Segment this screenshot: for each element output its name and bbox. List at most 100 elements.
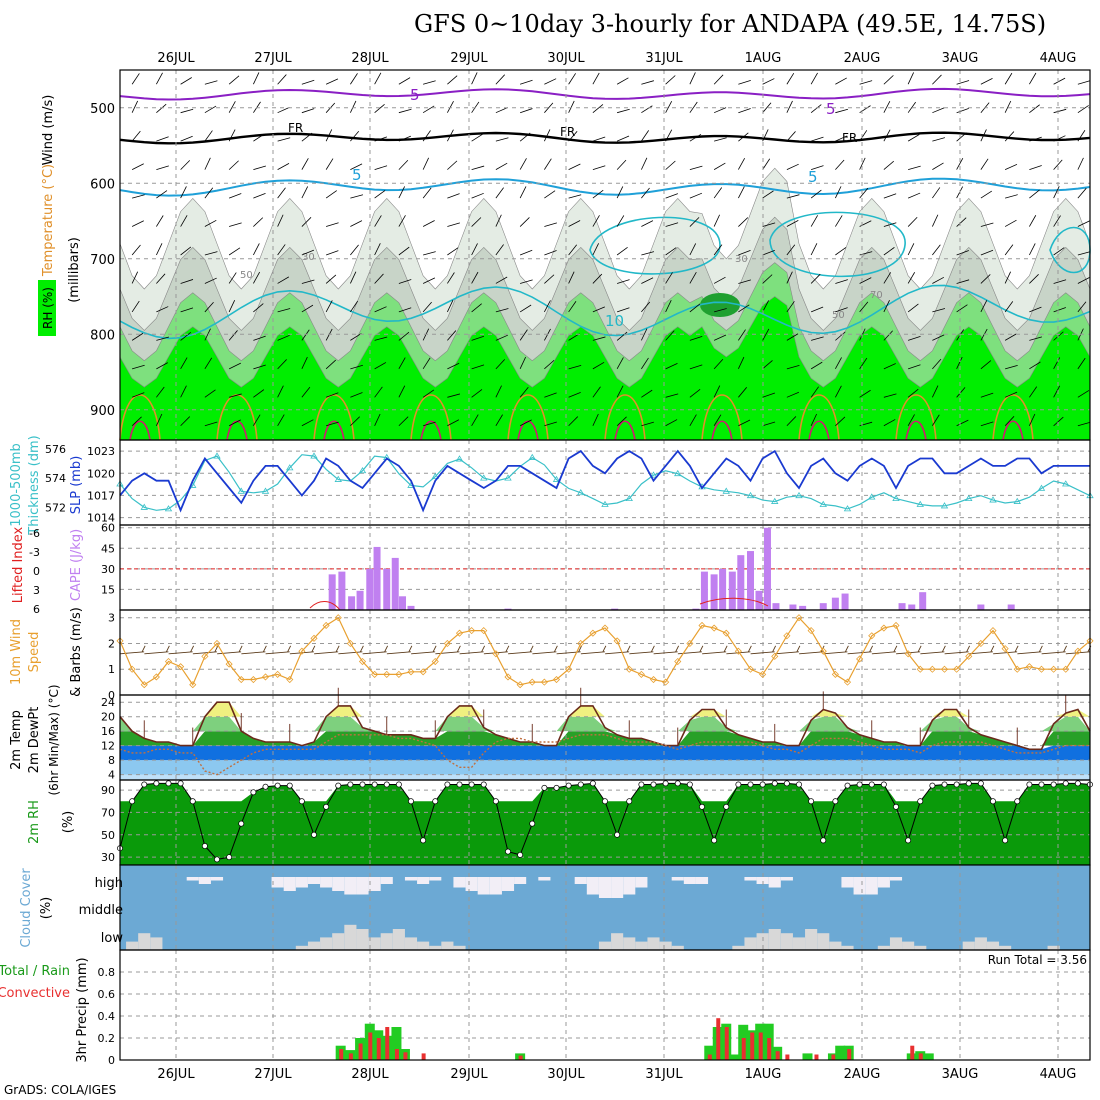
wind-barb: [505, 645, 510, 652]
data-point: [1014, 798, 1021, 805]
y-tick-label: 30: [101, 563, 115, 576]
data-point: [408, 798, 414, 805]
wind-barb: [796, 645, 801, 652]
wind-barb: [713, 162, 726, 170]
temp-line: [119, 701, 1091, 751]
wind-barb: [738, 249, 751, 256]
wind-barb: [253, 193, 266, 199]
data-point: [286, 675, 294, 684]
cloud-high-block: [295, 877, 308, 888]
wind-barb: [956, 158, 964, 170]
wind-barb: [786, 163, 799, 170]
cloud-low-block: [659, 941, 672, 950]
wind-barb: [1029, 104, 1040, 114]
data-point: [286, 464, 294, 471]
wind-barb: [398, 77, 411, 85]
data-point: [528, 453, 536, 460]
data-point: [940, 665, 949, 673]
wind-barb: [301, 386, 311, 398]
cloud-high-block: [695, 877, 709, 884]
wind-barb: [932, 334, 945, 341]
data-point: [783, 632, 791, 640]
wind-barb: [374, 136, 388, 142]
wind-barb: [398, 307, 412, 313]
axis-label-li: Lifted Index: [11, 526, 26, 603]
wind-barb: [1029, 274, 1039, 284]
wind-barb: [447, 330, 457, 341]
wind-barb: [301, 79, 315, 85]
wind-barb: [738, 279, 751, 284]
axis-label-rh: RH (%): [41, 287, 55, 329]
data-point: [322, 621, 330, 630]
precip-convective-bar: [767, 1038, 772, 1060]
wind-barb: [253, 72, 260, 85]
wind-barb: [616, 246, 628, 256]
precip-convective-bar: [750, 1032, 755, 1060]
wind-barb: [228, 330, 238, 341]
wind-barb: [641, 187, 650, 199]
data-point: [504, 474, 512, 481]
data-point: [1037, 665, 1046, 673]
wind-barb: [844, 645, 849, 652]
contour-label: FR: [842, 131, 857, 145]
wind-barb: [738, 217, 749, 227]
wind-barb: [907, 303, 919, 313]
wind-barb: [835, 135, 848, 142]
wind-barb: [689, 271, 697, 284]
li-tick-label: 0: [33, 565, 40, 578]
wind-barb: [932, 276, 945, 284]
wind-barb: [883, 419, 896, 427]
wind-barb: [641, 157, 648, 170]
wind-barb: [374, 386, 383, 398]
wind-barb: [1004, 416, 1015, 427]
wind-barb: [665, 75, 676, 85]
wind-barb: [519, 158, 527, 170]
contour-label: 10: [605, 312, 624, 330]
data-point: [807, 627, 815, 635]
wind-barb: [398, 135, 412, 142]
wind-barb: [447, 101, 454, 113]
wind-barb: [568, 163, 581, 170]
wind-barb: [408, 645, 413, 652]
wind-barb: [350, 194, 364, 199]
data-point: [189, 798, 196, 805]
data-point: [662, 780, 669, 787]
wind-barb: [277, 137, 291, 142]
thickness-line: [119, 454, 1091, 511]
wind-barb: [519, 304, 532, 313]
wind-barb: [859, 277, 872, 284]
wind-barb: [1077, 187, 1087, 199]
contour-label: 5: [808, 168, 818, 186]
rh-max-blob: [700, 293, 740, 317]
wind-barb: [738, 132, 749, 142]
wind-barb: [762, 360, 773, 370]
data-point: [492, 650, 500, 658]
data-point: [771, 497, 779, 504]
temp-contour: [1002, 420, 1024, 441]
data-point: [189, 681, 197, 689]
data-point: [686, 639, 694, 648]
contour-label: 30: [302, 252, 315, 263]
grads-credit: GrADS: COLA/IGES: [4, 1083, 117, 1097]
data-point: [735, 781, 742, 788]
y-tick-label: 500: [90, 102, 115, 117]
cloud-low-block: [598, 941, 612, 950]
wind-barb: [689, 243, 697, 256]
wind-barb: [447, 193, 460, 199]
wind-barb: [917, 645, 922, 652]
cape-bar: [789, 604, 797, 610]
wind-barb: [772, 645, 777, 652]
wind-barb: [568, 73, 576, 85]
wind-barb: [156, 362, 168, 370]
wind-barb: [374, 306, 387, 313]
data-point: [358, 657, 367, 666]
data-point: [431, 472, 439, 480]
wind-barb: [713, 74, 724, 85]
data-point: [383, 670, 391, 678]
wind-barb: [1077, 357, 1086, 370]
precip-convective-bar: [518, 1055, 523, 1060]
wind-barb: [277, 214, 284, 227]
temp-band-fill: [120, 716, 1090, 732]
cloud-high-block: [356, 877, 369, 895]
data-point: [796, 781, 802, 788]
